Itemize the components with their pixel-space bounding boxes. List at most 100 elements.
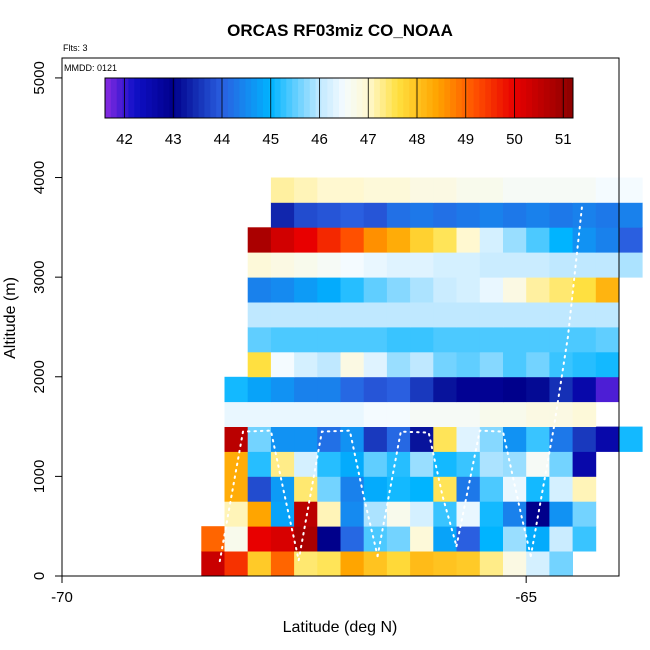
y-tick-label: 3000 xyxy=(31,261,48,294)
heatmap-cell xyxy=(270,177,295,203)
heatmap-cell xyxy=(340,227,365,253)
heatmap-cell xyxy=(247,277,272,303)
colorbar-tick-label: 50 xyxy=(506,131,523,148)
heatmap-cell xyxy=(526,227,550,253)
heatmap-cell xyxy=(270,252,295,278)
colorbar-swatch xyxy=(409,78,416,118)
colorbar-swatch xyxy=(368,78,375,118)
heatmap-cell xyxy=(572,401,597,427)
colorbar-swatch xyxy=(450,78,457,118)
heatmap-cell xyxy=(247,401,272,427)
colorbar-swatch xyxy=(356,78,363,118)
heatmap-cell xyxy=(572,526,597,552)
colorbar-swatch xyxy=(438,78,445,118)
heatmap-cell xyxy=(294,526,318,552)
colorbar-swatch xyxy=(473,78,480,118)
colorbar-swatch xyxy=(485,78,492,118)
heatmap-cell xyxy=(294,202,318,228)
heatmap-cell xyxy=(456,277,481,303)
colorbar-swatch xyxy=(186,78,194,118)
heatmap-cell xyxy=(363,376,388,403)
heatmap-cell xyxy=(456,526,481,552)
flight-track xyxy=(218,206,583,563)
heatmap-cell xyxy=(503,401,527,427)
heatmap-cell xyxy=(595,302,620,328)
colorbar-swatch xyxy=(327,78,334,118)
heatmap-cell xyxy=(572,177,597,203)
heatmap-cell xyxy=(549,177,573,203)
heatmap-cell xyxy=(386,277,411,303)
heatmap-cell xyxy=(595,202,620,228)
heatmap-cell xyxy=(503,551,527,577)
heatmap-cell xyxy=(317,351,341,378)
heatmap-cell xyxy=(363,551,388,577)
colorbar-swatch xyxy=(532,78,539,118)
heatmap-cell xyxy=(410,327,434,353)
heatmap-cell xyxy=(224,376,249,403)
heatmap-cell xyxy=(386,302,411,328)
heatmap-cell xyxy=(317,526,341,552)
heatmap-cell xyxy=(340,401,365,427)
heatmap-cell xyxy=(294,252,318,278)
heatmap-cell xyxy=(433,202,457,228)
heatmap-cell xyxy=(363,302,388,328)
heatmap-cell xyxy=(386,202,411,228)
colorbar-tick-label: 47 xyxy=(360,131,377,148)
heatmap-cell xyxy=(456,252,481,278)
heatmap-cell xyxy=(270,202,295,228)
flight-track-line xyxy=(376,430,458,558)
heatmap-cell xyxy=(503,327,527,353)
heatmap-cell xyxy=(595,252,620,278)
heatmap-cell xyxy=(247,476,272,502)
heatmap-cell xyxy=(247,351,272,378)
heatmap-cell xyxy=(549,376,573,403)
heatmap-cell xyxy=(503,476,527,502)
heatmap-cell xyxy=(410,551,434,577)
colorbar-swatch xyxy=(514,78,521,118)
heatmap-cell xyxy=(433,327,457,353)
colorbar-swatch xyxy=(555,78,562,118)
heatmap-cell xyxy=(549,551,573,577)
heatmap-cell xyxy=(410,426,434,452)
heatmap-cell xyxy=(549,351,573,378)
colorbar-tick-label: 45 xyxy=(262,131,279,148)
heatmap-cell xyxy=(363,526,388,552)
colorbar-swatch xyxy=(116,78,123,118)
date-annotation: MMDD: 0121 xyxy=(64,63,117,73)
heatmap-cell xyxy=(270,302,295,328)
heatmap-cell xyxy=(479,277,504,303)
heatmap-cell xyxy=(503,202,527,228)
heatmap-cell xyxy=(572,252,597,278)
heatmap-cell xyxy=(340,476,365,502)
heatmap-cell xyxy=(386,551,411,577)
flights-annotation: Flts: 3 xyxy=(63,43,88,53)
heatmap-cell xyxy=(526,376,550,403)
colorbar-swatch xyxy=(432,78,439,118)
heatmap-cell xyxy=(317,551,341,577)
heatmap-cell xyxy=(294,227,318,253)
heatmap-cell xyxy=(340,351,365,378)
heatmap-cell xyxy=(526,476,550,502)
heatmap-cell xyxy=(549,401,573,427)
heatmap-cell xyxy=(247,227,272,253)
heatmap-cell xyxy=(317,202,341,228)
chart-title: ORCAS RF03miz CO_NOAA xyxy=(227,21,453,40)
heatmap-cell xyxy=(363,327,388,353)
heatmap-cell xyxy=(433,476,457,502)
heatmap-cell xyxy=(410,202,434,228)
heatmap-cell xyxy=(410,351,434,378)
heatmap-cell xyxy=(270,451,295,477)
heatmap-cell xyxy=(526,252,550,278)
heatmap-cell xyxy=(456,501,481,527)
heatmap-cell xyxy=(479,202,504,228)
heatmap-cell xyxy=(456,227,481,253)
heatmap-cell xyxy=(410,451,434,477)
colorbar-tick-label: 48 xyxy=(409,131,426,148)
heatmap-cell xyxy=(572,376,597,403)
heatmap-cell xyxy=(479,376,504,403)
heatmap-cell xyxy=(410,476,434,502)
colorbar-swatch xyxy=(549,78,556,118)
heatmap-cell xyxy=(363,501,388,527)
heatmap-cell xyxy=(201,526,225,552)
colorbar-swatch xyxy=(391,78,398,118)
